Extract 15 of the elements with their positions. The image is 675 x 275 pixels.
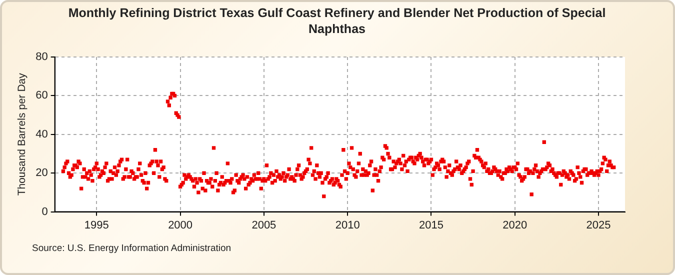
y-tick-label: 20	[36, 167, 48, 180]
x-tick-label: 2005	[252, 219, 276, 232]
y-tick-label: 0	[42, 206, 48, 218]
x-tick-label: 2015	[418, 219, 444, 232]
y-tick-label: 40	[36, 128, 48, 140]
y-tick-label: 80	[36, 51, 48, 64]
y-axis-title: Thousand Barrels per Day	[16, 72, 28, 196]
source-note: Source: U.S. Energy Information Administration	[32, 243, 232, 254]
x-tick-label: 2020	[502, 219, 528, 232]
x-tick-label: 2000	[168, 219, 193, 232]
x-tick-label: 2025	[586, 219, 611, 232]
chart-title: Monthly Refining District Texas Gulf Coast Refinery and Blender Net Production of Special Naphthas	[67, 5, 607, 37]
x-tick-label: 2010	[335, 219, 360, 232]
y-tick-label: 60	[36, 90, 48, 102]
x-tick-label: 1995	[84, 219, 109, 232]
